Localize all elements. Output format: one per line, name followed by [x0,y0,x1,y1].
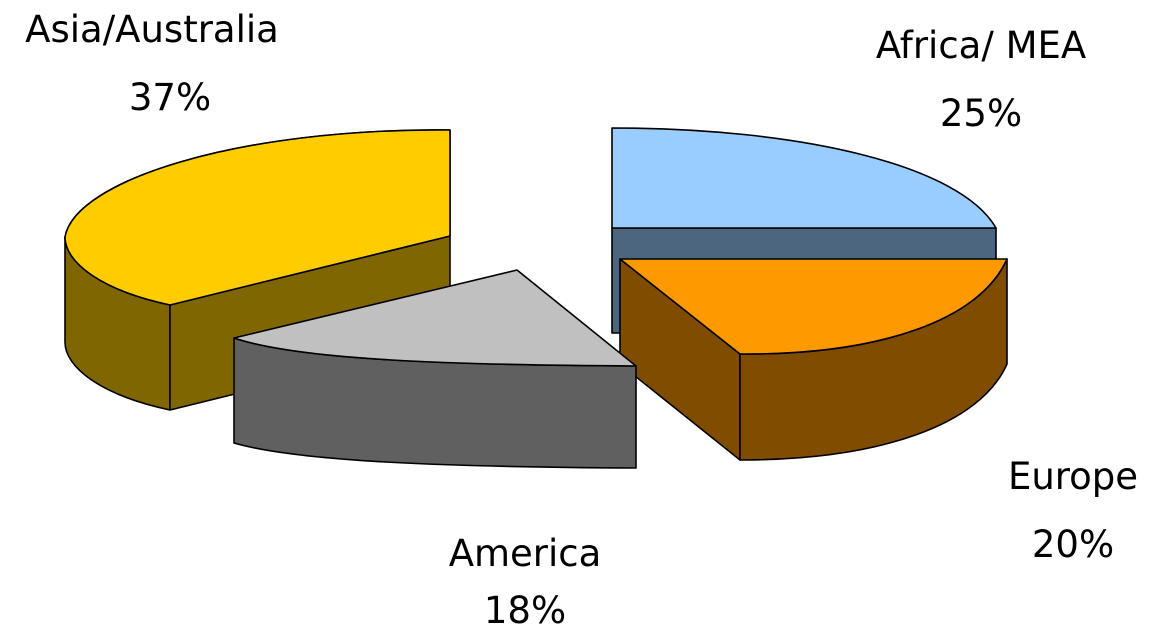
label-europe-pct: 20% [1032,523,1114,566]
label-america-pct: 18% [484,589,566,631]
label-america: America [449,532,602,575]
label-europe: Europe [1008,455,1138,498]
slice-europe-top [619,258,1008,355]
slice-america-top [233,269,637,367]
label-asia-australia: Asia/Australia [25,8,279,51]
slice-europe [619,258,1008,461]
label-africa-mea-pct: 25% [940,92,1022,135]
slice-africa-mea-top [611,127,997,229]
label-africa-mea: Africa/ MEA [876,24,1086,67]
label-asia-australia-pct: 37% [129,76,211,119]
slice-asia-australia-top [64,129,451,306]
slice-america [233,269,637,469]
